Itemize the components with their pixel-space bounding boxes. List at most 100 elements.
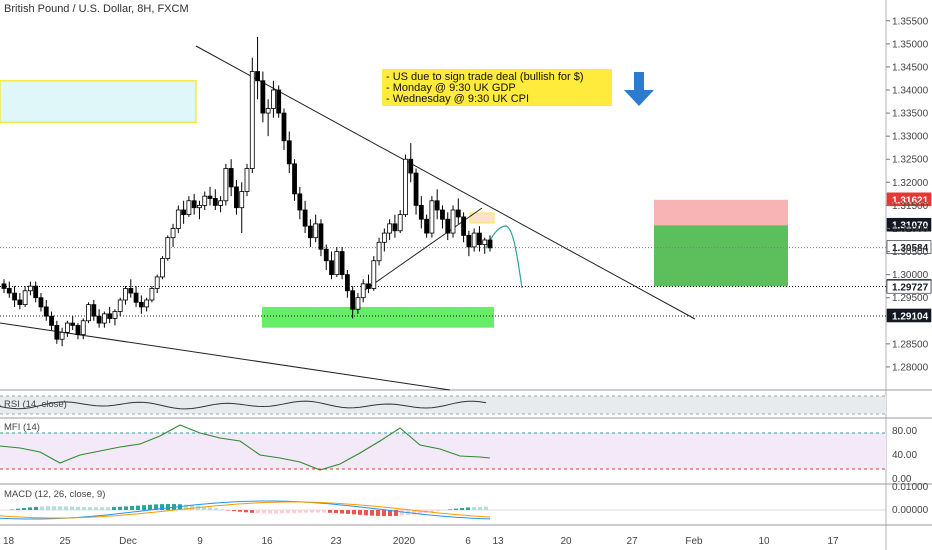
price-axis[interactable]: 1.35500 1.35000 1.34500 1.34000 1.33500 1.330… bbox=[886, 16, 929, 373]
macd-histogram-bar bbox=[226, 510, 230, 511]
price-tick-label: 1.34000 bbox=[892, 86, 929, 97]
candle-body bbox=[429, 200, 435, 234]
price-tick-label: 1.29500 bbox=[892, 293, 929, 304]
macd-histogram-bar bbox=[22, 507, 26, 510]
candle-body bbox=[276, 89, 282, 114]
candle-body bbox=[144, 299, 150, 308]
candle-body bbox=[255, 71, 260, 82]
candle-body bbox=[355, 297, 361, 310]
macd-histogram-bar bbox=[466, 507, 470, 510]
macd-histogram-bar bbox=[460, 507, 464, 510]
candle-body bbox=[307, 225, 313, 239]
time-tick-label: 2020 bbox=[393, 536, 416, 547]
macd-histogram-bar bbox=[370, 510, 374, 516]
macd-histogram-bar bbox=[304, 510, 308, 513]
macd-histogram-bar bbox=[256, 510, 260, 514]
macd-histogram-bar bbox=[292, 510, 296, 514]
macd-histogram-bar bbox=[232, 510, 236, 511]
demand-zone bbox=[262, 306, 494, 328]
macd-histogram-bar bbox=[430, 510, 434, 513]
price-tag-label: 1.30584 bbox=[892, 243, 929, 254]
candle-body bbox=[12, 292, 17, 301]
macd-histogram-bar bbox=[124, 506, 128, 510]
macd-histogram-bar bbox=[106, 507, 110, 510]
zones bbox=[0, 80, 788, 328]
price-tag bbox=[886, 279, 932, 294]
macd-histogram-bar bbox=[160, 504, 164, 510]
candle-body bbox=[482, 239, 488, 246]
candle-body bbox=[329, 260, 334, 276]
mfi-band bbox=[0, 433, 886, 469]
rsi-band bbox=[0, 396, 886, 414]
macd-histogram-bar bbox=[436, 510, 440, 512]
macd-histogram-bar bbox=[34, 506, 38, 510]
macd-histogram-bar bbox=[418, 510, 422, 514]
price-tag-label: 1.31070 bbox=[892, 221, 929, 232]
candle-body bbox=[418, 204, 424, 220]
macd-histogram-bar bbox=[214, 508, 218, 510]
price-tag-label: 1.29104 bbox=[892, 311, 929, 322]
price-tick-label: 1.31000 bbox=[892, 224, 929, 235]
time-tick-label: 16 bbox=[261, 536, 273, 547]
candle-body bbox=[487, 239, 493, 249]
candle-body bbox=[477, 232, 482, 246]
candle-body bbox=[197, 204, 202, 209]
macd-histogram-bar bbox=[94, 507, 98, 510]
candle-body bbox=[292, 163, 297, 195]
macd-histogram-bar bbox=[10, 509, 14, 511]
candle-body bbox=[271, 89, 276, 109]
candle-body bbox=[96, 315, 102, 324]
price-tick-label: 1.28500 bbox=[892, 339, 929, 350]
candle-body bbox=[160, 258, 165, 278]
macd-histogram-bar bbox=[478, 506, 482, 510]
candle-body bbox=[360, 283, 366, 299]
price-tick-label: 1.33500 bbox=[892, 109, 929, 120]
price-tag-label: 1.31621 bbox=[892, 195, 929, 206]
candle-body bbox=[403, 158, 408, 216]
rsi-line bbox=[0, 400, 487, 410]
macd-histogram-bar bbox=[364, 510, 368, 516]
candle-body bbox=[191, 200, 197, 209]
candle-body bbox=[334, 251, 340, 276]
time-tick-label: 18 bbox=[3, 536, 15, 547]
candle-body bbox=[344, 274, 350, 292]
macd-histogram-bar bbox=[472, 507, 476, 510]
price-tick-label: 1.32000 bbox=[892, 178, 929, 189]
price-tick-label: 1.33000 bbox=[892, 132, 929, 143]
candle-body bbox=[350, 290, 356, 310]
macd-histogram-bar bbox=[346, 510, 350, 514]
annotations[interactable]: - US due to sign trade deal (bullish for… bbox=[382, 69, 932, 322]
candle-body bbox=[133, 292, 139, 303]
macd-histogram-bar bbox=[76, 506, 80, 510]
macd-level-label: 0.01000 bbox=[892, 482, 929, 493]
candle-body bbox=[80, 320, 86, 336]
supply-zone bbox=[0, 80, 197, 124]
macd-histogram-bar bbox=[220, 509, 224, 510]
candle-body bbox=[117, 299, 123, 312]
candle-body bbox=[371, 260, 377, 289]
candle-body bbox=[212, 198, 218, 206]
time-axis[interactable]: 18 25 Dec 9 16 23 2020 6 13 20 27 Feb 10 17 bbox=[3, 536, 839, 547]
macd-histogram-bar bbox=[388, 510, 392, 517]
mfi-level-label: 40.00 bbox=[892, 450, 917, 461]
time-tick-label: 10 bbox=[758, 536, 770, 547]
macd-histogram-bar bbox=[244, 510, 248, 513]
candle-body bbox=[75, 324, 81, 336]
macd-histogram-bar bbox=[316, 510, 320, 513]
candle-body bbox=[281, 112, 287, 142]
macd-histogram-bar bbox=[268, 510, 272, 514]
macd-histogram-bar bbox=[400, 510, 404, 516]
time-tick-label: 13 bbox=[492, 536, 504, 547]
candle-body bbox=[228, 168, 234, 188]
candle-body bbox=[86, 304, 91, 322]
price-tag bbox=[886, 240, 932, 254]
macd-level-label: 0.00000 bbox=[892, 505, 929, 516]
macd-histogram-bar bbox=[40, 506, 44, 510]
macd-label: MACD (12, 26, close, 9) bbox=[4, 489, 105, 500]
macd-histogram-bar bbox=[208, 507, 212, 510]
lower-trendline bbox=[0, 322, 451, 391]
rsi-label: RSI (14, close) bbox=[4, 399, 67, 410]
candles[interactable] bbox=[1, 36, 493, 347]
candle-body bbox=[366, 283, 371, 289]
